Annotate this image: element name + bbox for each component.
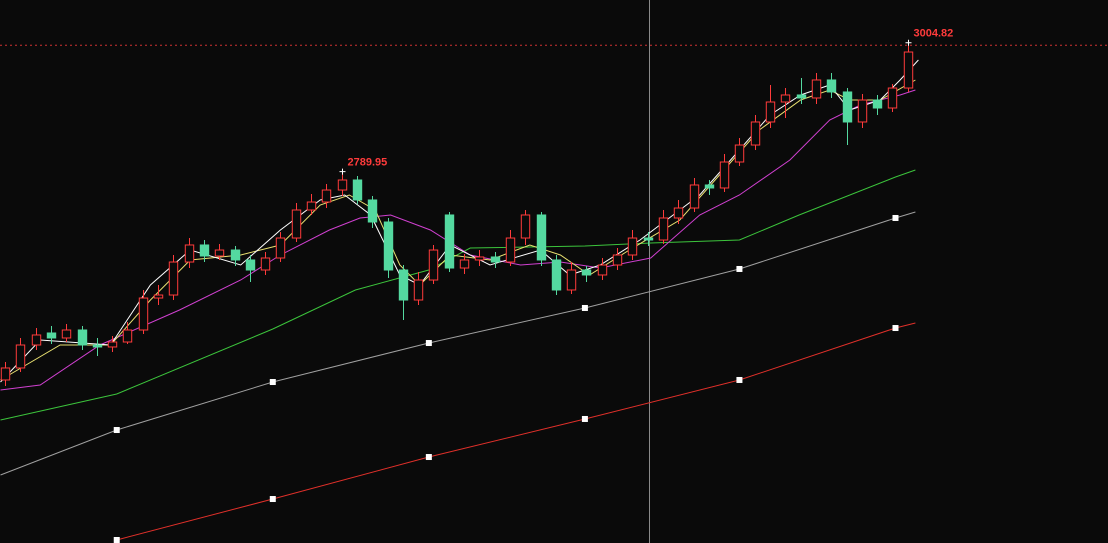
candle-body [214,249,225,257]
candle-body [459,259,470,269]
line-marker [581,304,588,311]
candle-body [750,121,761,146]
line-marker [736,265,743,272]
line-marker [736,376,743,383]
high-marker [905,39,912,46]
candle-body [490,256,501,263]
high-label: 3004.82 [914,28,954,40]
candle-body [199,244,210,257]
candle-body [321,189,332,203]
candle-body [337,179,348,191]
candle-body [551,259,562,291]
candle-body [138,297,149,331]
candle-body [857,99,868,123]
candle-body [15,344,26,369]
candle-body [122,329,133,343]
candle-body [245,259,256,271]
candle-body [872,99,883,109]
candle-body [765,101,776,123]
candle-body [597,264,608,276]
candle-body [260,257,271,271]
candle-body [367,199,378,223]
candle-body [61,329,72,339]
high-label: 2789.95 [348,157,388,169]
candle-body [826,79,837,93]
ma-line [0,169,916,421]
candle-body [734,144,745,163]
candle-body [398,269,409,301]
candle-body [658,217,669,241]
line-marker [425,340,432,347]
line-marker [425,454,432,461]
candle-body [31,334,42,346]
candle-body [107,341,118,348]
candle-body [719,161,730,189]
candle-body [520,214,531,239]
candle-body [474,256,485,261]
candle-body [689,184,700,209]
candle-body [444,214,455,269]
candle-body [536,214,547,261]
candle-body [428,249,439,281]
candle-body [352,179,363,201]
line-marker [113,537,120,543]
candle-body [383,221,394,271]
ma-line [0,211,916,476]
line-marker [581,415,588,422]
candle-body [230,249,241,261]
ma-line [0,79,916,381]
candle-body [46,332,57,339]
candle-body [581,269,592,276]
candle-body [92,344,103,348]
high-marker [339,168,346,175]
candle-body [842,91,853,123]
candle-body [887,87,898,109]
line-marker [113,427,120,434]
line-marker [269,379,276,386]
candle-body [643,237,654,241]
candle-body [566,269,577,291]
candle-body [796,94,807,99]
candle-body [811,79,822,99]
candle-body [77,329,88,346]
candle-body [413,279,424,301]
line-marker [269,496,276,503]
candle-body [612,254,623,266]
candle-body [673,207,684,219]
candle-body [168,261,179,296]
candle-body [275,237,286,259]
candle-body [780,94,791,103]
candle-body [153,294,164,299]
candle-body [704,184,715,189]
candle-body [306,201,317,211]
candle-body [505,237,516,263]
line-marker [892,214,899,221]
candle-body [627,237,638,256]
line-marker [892,325,899,332]
candle-body [0,367,11,381]
candle-body [903,51,914,89]
candle-body [291,209,302,239]
candle-body [184,244,195,263]
